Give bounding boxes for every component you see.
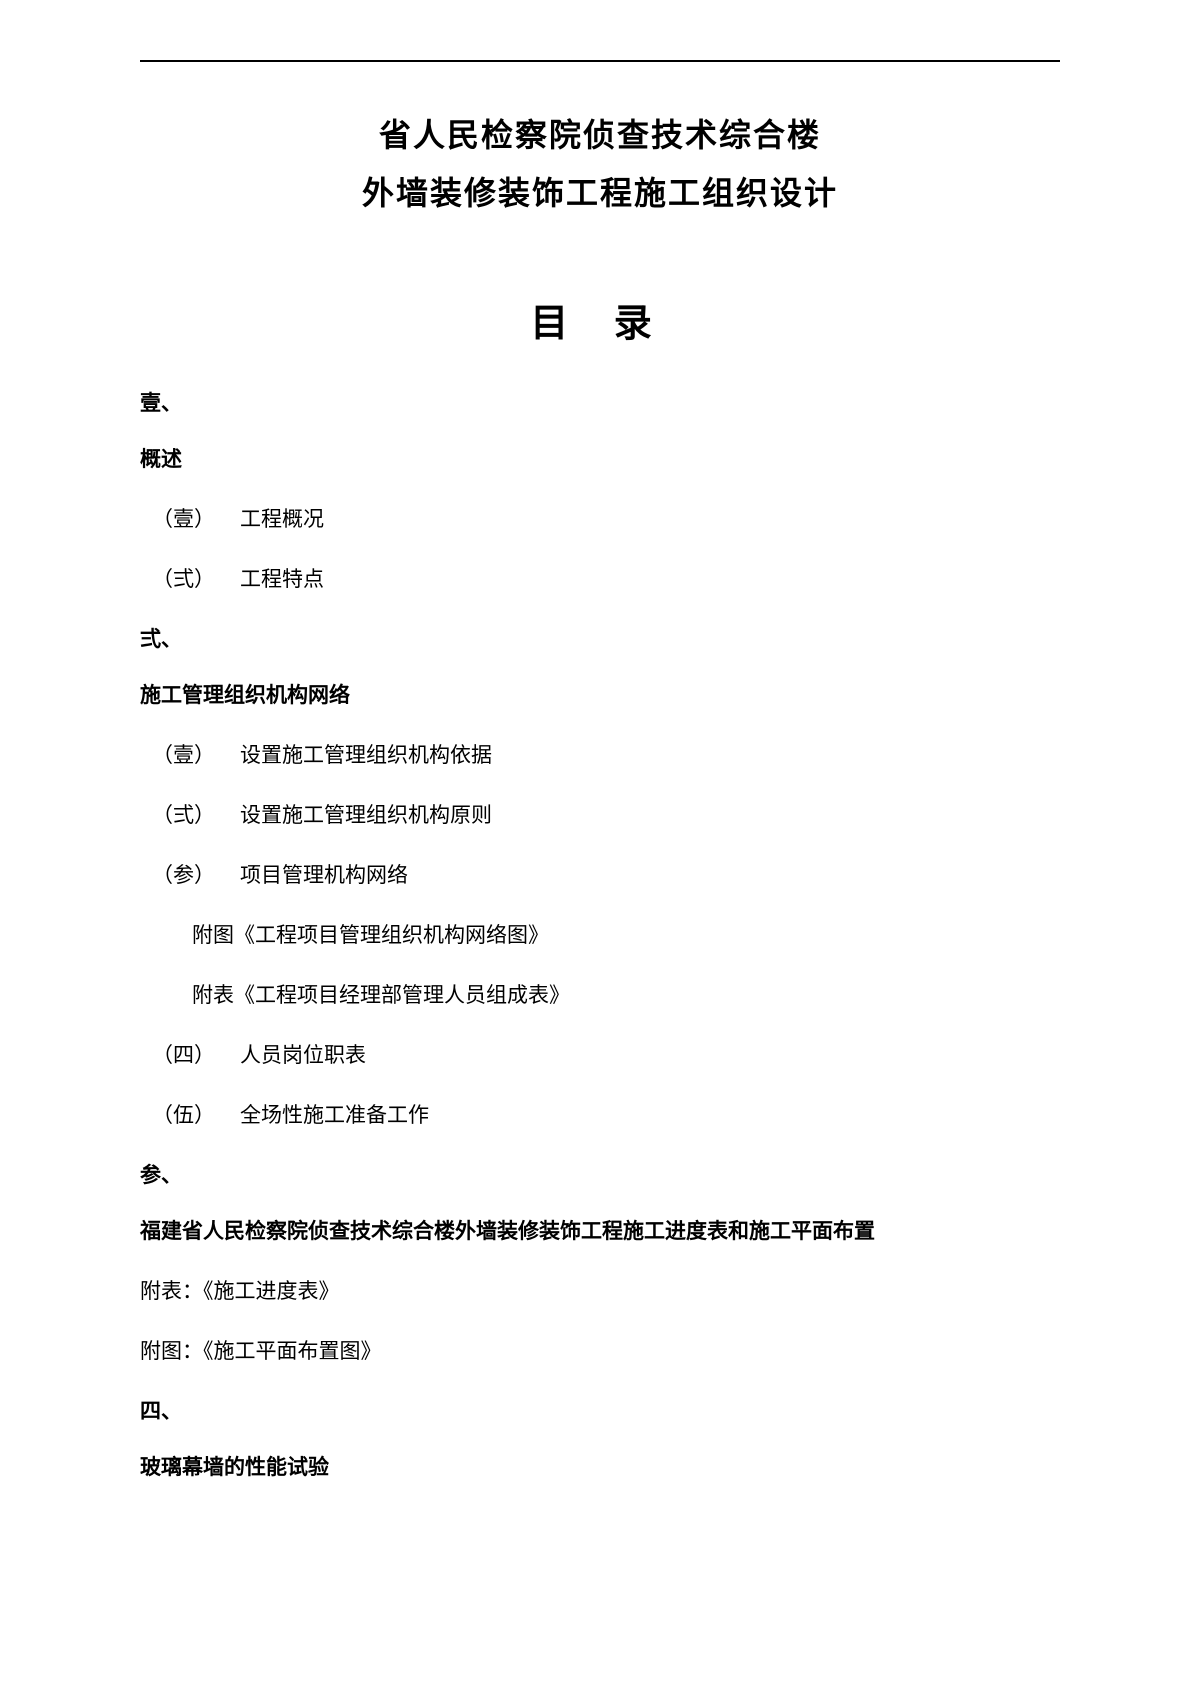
title-line-2: 外墙装修装饰工程施工组织设计 (140, 165, 1060, 223)
toc-item-num: （弍） (140, 799, 240, 829)
document-title-block: 省人民检察院侦查技术综合楼 外墙装修装饰工程施工组织设计 (140, 107, 1060, 222)
section-4-title: 玻璃幕墙的性能试验 (140, 1451, 1060, 1481)
toc-subitem: 附图《工程项目管理组织机构网络图》 (140, 919, 1060, 949)
toc-item-text: 工程概况 (240, 503, 324, 533)
document-page: 省人民检察院侦查技术综合楼 外墙装修装饰工程施工组织设计 目 录 壹、 概述 （… (0, 0, 1200, 1571)
section-1-number: 壹、 (140, 387, 1060, 417)
toc-heading: 目 录 (140, 292, 1060, 347)
toc-item: （参） 项目管理机构网络 (140, 859, 1060, 889)
toc-item-text: 设置施工管理组织机构原则 (240, 799, 492, 829)
toc-item-text: 人员岗位职表 (240, 1039, 366, 1069)
toc-item-num: （壹） (140, 503, 240, 533)
toc-item-num: （四） (140, 1039, 240, 1069)
section-1-title: 概述 (140, 443, 1060, 473)
toc-item: （壹） 工程概况 (140, 503, 1060, 533)
toc-item: （伍） 全场性施工准备工作 (140, 1099, 1060, 1129)
toc-subitem: 附表《工程项目经理部管理人员组成表》 (140, 979, 1060, 1009)
section-2-title: 施工管理组织机构网络 (140, 679, 1060, 709)
toc-item-text: 设置施工管理组织机构依据 (240, 739, 492, 769)
section-4-number: 四、 (140, 1395, 1060, 1425)
toc-item-num: （弍） (140, 563, 240, 593)
toc-item: （弍） 工程特点 (140, 563, 1060, 593)
toc-item-text: 工程特点 (240, 563, 324, 593)
toc-item-num: （壹） (140, 739, 240, 769)
section-3-title: 福建省人民检察院侦查技术综合楼外墙装修装饰工程施工进度表和施工平面布置 (140, 1215, 1060, 1245)
toc-item-text: 项目管理机构网络 (240, 859, 408, 889)
toc-item-num: （伍） (140, 1099, 240, 1129)
toc-item-text: 全场性施工准备工作 (240, 1099, 429, 1129)
toc-item: （壹） 设置施工管理组织机构依据 (140, 739, 1060, 769)
title-line-1: 省人民检察院侦查技术综合楼 (140, 107, 1060, 165)
toc-plain-item: 附表：《施工进度表》 (140, 1275, 1060, 1305)
toc-plain-item: 附图：《施工平面布置图》 (140, 1335, 1060, 1365)
toc-item: （四） 人员岗位职表 (140, 1039, 1060, 1069)
header-divider (140, 60, 1060, 62)
toc-item-num: （参） (140, 859, 240, 889)
section-3-number: 参、 (140, 1159, 1060, 1189)
toc-item: （弍） 设置施工管理组织机构原则 (140, 799, 1060, 829)
section-2-number: 弍、 (140, 623, 1060, 653)
